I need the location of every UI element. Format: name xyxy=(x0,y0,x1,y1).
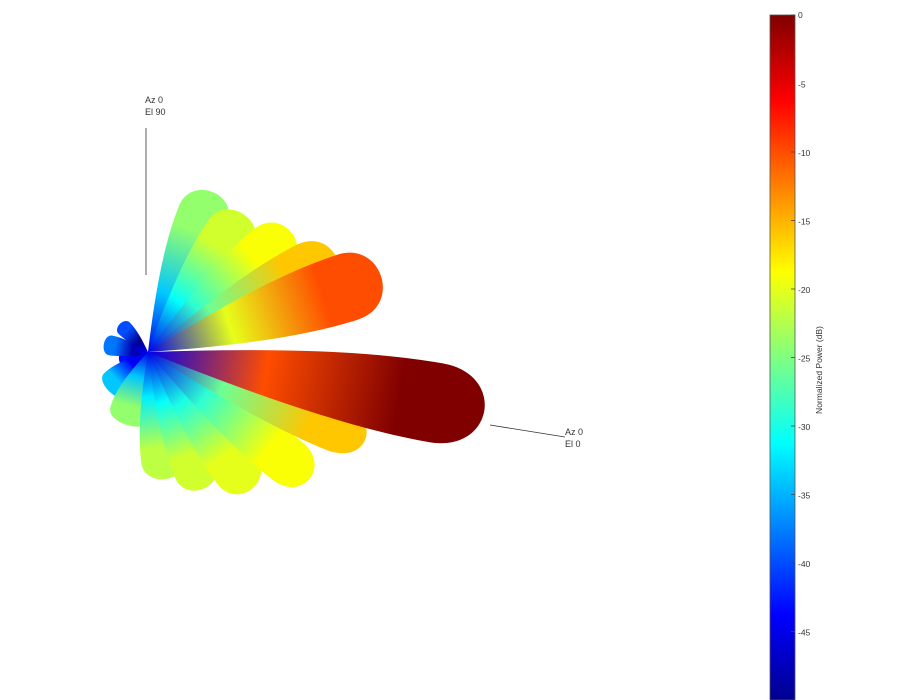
colorbar-tick-label: -40 xyxy=(798,559,811,569)
lobes-group xyxy=(102,189,485,495)
colorbar-tick-label: -15 xyxy=(798,217,811,227)
upper-lobe-3 xyxy=(148,222,298,352)
main-lobe xyxy=(148,350,485,444)
back-lobe-1 xyxy=(103,335,148,356)
colorbar-tick-label: -10 xyxy=(798,148,811,158)
boresight-az-label: Az 0 xyxy=(565,427,583,437)
colorbar-tick-label: -35 xyxy=(798,491,811,501)
colorbar-tick-label: -30 xyxy=(798,422,811,432)
colorbar-ticks: 0 -5 -10 -15 -20 -25 -30 -35 -40 -45 xyxy=(791,10,811,638)
colorbar-tick-label: 0 xyxy=(798,10,803,20)
colorbar-tick-label: -5 xyxy=(798,80,806,90)
colorbar: 0 -5 -10 -15 -20 -25 -30 -35 -40 -45 Normalized P… xyxy=(769,10,824,700)
lower-lobe-2 xyxy=(148,352,315,488)
colorbar-gradient xyxy=(769,14,796,700)
boresight-pointer-line xyxy=(489,424,566,438)
colorbar-title: Normalized Power (dB) xyxy=(814,326,824,414)
colorbar-tick-label: -45 xyxy=(798,628,811,638)
zenith-el-label: El 90 xyxy=(145,107,166,117)
boresight-el-label: El 0 xyxy=(565,439,581,449)
colorbar-tick-label: -20 xyxy=(798,285,811,295)
colorbar-tick-label: -25 xyxy=(798,354,811,364)
upper-lobe-1 xyxy=(148,252,383,352)
zenith-az-label: Az 0 xyxy=(145,95,163,105)
lower-lobe-1 xyxy=(148,352,367,454)
lower-lobe-3 xyxy=(148,352,262,495)
back-lobe-2 xyxy=(117,321,148,352)
left-lobe-2 xyxy=(102,352,148,398)
